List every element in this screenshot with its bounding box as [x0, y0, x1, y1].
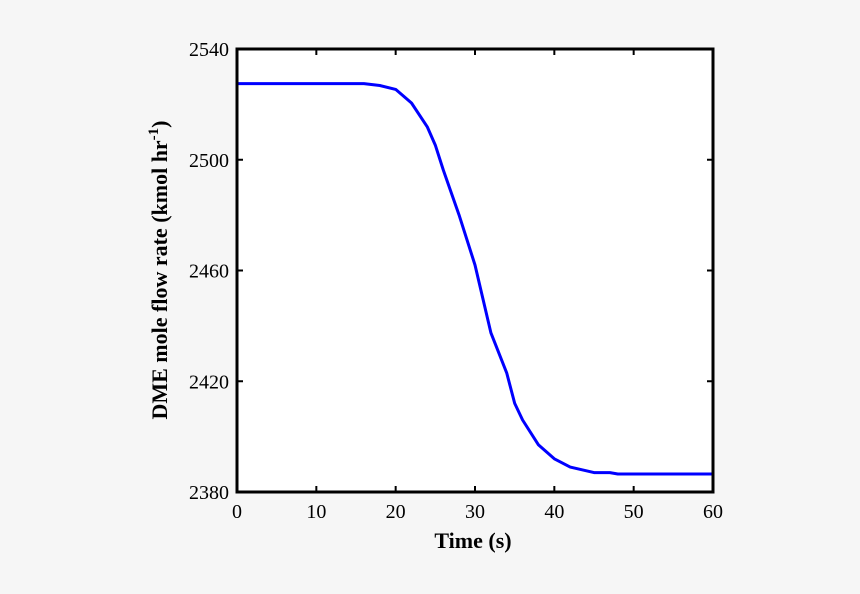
x-tick-label: 40: [544, 501, 564, 523]
plot-frame: [235, 47, 715, 494]
x-tick-label: 60: [703, 501, 723, 523]
y-tick-label: 2540: [189, 39, 229, 61]
y-axis-label: DME mole flow rate (kmol hr-1): [146, 120, 172, 419]
x-axis-label: Time (s): [434, 528, 511, 553]
x-tick-label: 0: [232, 501, 242, 523]
y-tick-label: 2500: [189, 150, 229, 172]
x-tick-label: 30: [465, 501, 485, 523]
x-tick-label: 50: [624, 501, 644, 523]
x-tick-label: 20: [386, 501, 406, 523]
y-tick-label: 2380: [189, 482, 229, 504]
y-tick-label: 2460: [189, 261, 229, 283]
x-tick-label: 10: [306, 501, 326, 523]
data-line: [237, 82, 713, 476]
x-axis-ticks: 0 10 20 30 40 50 60: [232, 49, 723, 523]
y-axis-ticks: 2380 2420 2460 2500 2540: [189, 39, 713, 504]
y-tick-label: 2420: [189, 371, 229, 393]
